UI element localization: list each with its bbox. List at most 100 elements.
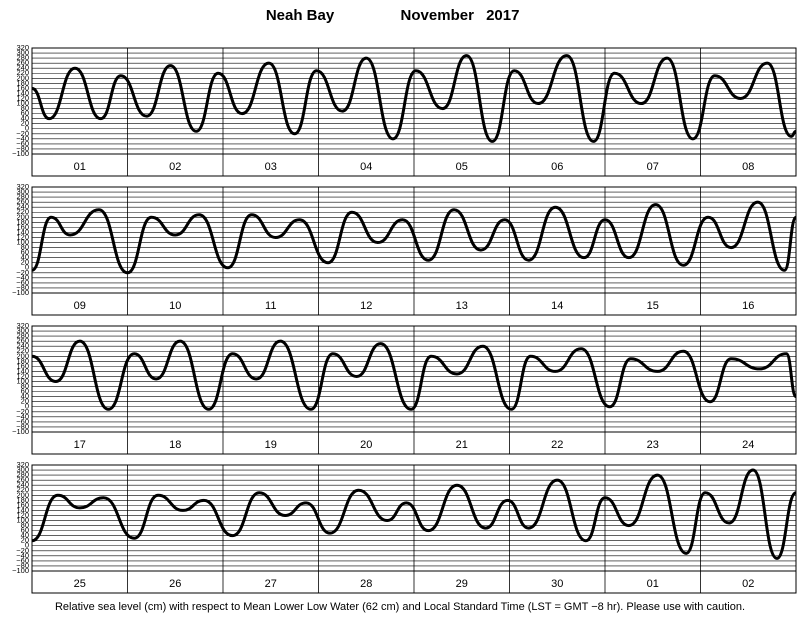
y-tick-label: 100 — [16, 516, 29, 525]
y-tick-label: 140 — [16, 366, 29, 375]
y-tick-label: −60 — [16, 417, 29, 426]
y-tick-label: −20 — [16, 129, 29, 138]
y-tick-label: 220 — [16, 207, 29, 216]
y-tick-label: 320 — [16, 460, 29, 469]
day-label: 27 — [265, 578, 277, 590]
y-tick-label: 20 — [21, 397, 29, 406]
y-tick-label: −100 — [12, 149, 29, 158]
day-label: 30 — [551, 578, 563, 590]
y-tick-label: 20 — [21, 536, 29, 545]
y-tick-label: 140 — [16, 88, 29, 97]
day-label: 29 — [456, 578, 468, 590]
y-tick-label: 0 — [25, 263, 29, 272]
y-tick-label: −40 — [16, 273, 29, 282]
y-tick-label: 220 — [16, 346, 29, 355]
tide-curve — [31, 200, 798, 275]
y-tick-label: 40 — [21, 253, 29, 262]
y-tick-label: 240 — [16, 341, 29, 350]
period-title: November 2017 — [401, 7, 520, 24]
day-label: 12 — [360, 300, 372, 312]
day-label: 06 — [551, 161, 563, 173]
y-tick-label: 120 — [16, 93, 29, 102]
day-label: 05 — [456, 161, 468, 173]
y-tick-label: 0 — [25, 402, 29, 411]
y-tick-label: −60 — [16, 556, 29, 565]
y-tick-label: 100 — [16, 377, 29, 386]
y-tick-label: 280 — [16, 470, 29, 479]
y-tick-label: 160 — [16, 361, 29, 370]
y-tick-label: 20 — [21, 258, 29, 267]
y-tick-label: 80 — [21, 521, 29, 530]
tide-curve — [31, 54, 797, 143]
y-tick-label: 140 — [16, 227, 29, 236]
y-tick-label: 80 — [21, 243, 29, 252]
plot-frame — [31, 47, 797, 177]
plot-frame — [31, 186, 797, 316]
y-tick-label: 260 — [16, 197, 29, 206]
y-tick-label: 40 — [21, 114, 29, 123]
plot-frame — [31, 325, 797, 455]
y-tick-label: −100 — [12, 566, 29, 575]
y-tick-label: −80 — [16, 561, 29, 570]
y-tick-label: 220 — [16, 485, 29, 494]
day-label: 01 — [647, 578, 659, 590]
day-label: 26 — [169, 578, 181, 590]
day-label: 14 — [551, 300, 563, 312]
y-tick-label: −100 — [12, 427, 29, 436]
y-tick-label: −60 — [16, 139, 29, 148]
day-label: 01 — [74, 161, 86, 173]
y-tick-label: 160 — [16, 222, 29, 231]
y-tick-label: −40 — [16, 134, 29, 143]
y-tick-label: 60 — [21, 526, 29, 535]
day-label: 24 — [742, 439, 754, 451]
y-tick-label: 120 — [16, 371, 29, 380]
day-label: 10 — [169, 300, 181, 312]
day-label: 25 — [74, 578, 86, 590]
footnote: Relative sea level (cm) with respect to … — [55, 601, 745, 613]
y-tick-label: 180 — [16, 78, 29, 87]
y-tick-label: 0 — [25, 541, 29, 550]
y-tick-label: 260 — [16, 336, 29, 345]
y-tick-label: 320 — [16, 43, 29, 52]
y-tick-label: 0 — [25, 124, 29, 133]
y-tick-label: 140 — [16, 505, 29, 514]
y-tick-label: 180 — [16, 495, 29, 504]
y-tick-label: −20 — [16, 407, 29, 416]
station-title: Neah Bay — [266, 7, 335, 24]
tide-curve — [31, 468, 797, 560]
y-tick-label: 280 — [16, 53, 29, 62]
day-label: 17 — [74, 439, 86, 451]
tide-curve — [31, 339, 798, 411]
y-tick-label: −80 — [16, 144, 29, 153]
y-tick-label: 120 — [16, 232, 29, 241]
y-tick-label: 300 — [16, 48, 29, 57]
y-tick-label: −60 — [16, 278, 29, 287]
y-tick-label: −80 — [16, 422, 29, 431]
y-tick-label: 160 — [16, 83, 29, 92]
y-tick-label: 180 — [16, 217, 29, 226]
y-tick-label: 20 — [21, 119, 29, 128]
day-label: 11 — [265, 300, 276, 312]
y-tick-label: 260 — [16, 475, 29, 484]
y-tick-label: −40 — [16, 551, 29, 560]
day-label: 20 — [360, 439, 372, 451]
y-tick-label: 40 — [21, 531, 29, 540]
y-tick-label: 300 — [16, 326, 29, 335]
y-tick-label: 300 — [16, 187, 29, 196]
day-label: 16 — [742, 300, 754, 312]
y-tick-label: 40 — [21, 392, 29, 401]
day-label: 21 — [456, 439, 468, 451]
y-tick-label: 240 — [16, 63, 29, 72]
plot-frame — [31, 464, 797, 594]
day-label: 02 — [742, 578, 754, 590]
y-tick-label: −20 — [16, 546, 29, 555]
day-label: 15 — [647, 300, 659, 312]
day-label: 13 — [456, 300, 468, 312]
y-tick-label: 200 — [16, 73, 29, 82]
y-tick-label: −80 — [16, 283, 29, 292]
y-tick-label: 200 — [16, 351, 29, 360]
y-tick-label: 120 — [16, 510, 29, 519]
day-label: 04 — [360, 161, 372, 173]
y-tick-label: −20 — [16, 268, 29, 277]
